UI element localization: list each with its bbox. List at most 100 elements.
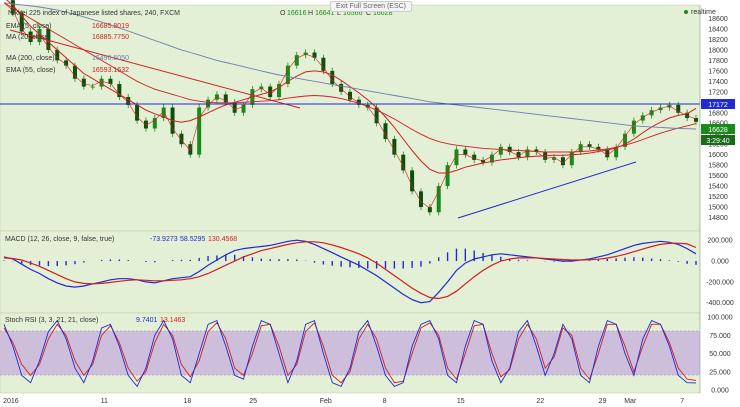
candle-body <box>241 104 246 113</box>
legend-2-name: MA (200, close) <box>6 55 55 62</box>
candle-body <box>179 133 184 145</box>
candle-body <box>348 91 352 100</box>
series-line-ma-200-close- <box>3 2 697 130</box>
price-axis-tick: 16400 <box>708 131 728 138</box>
candle-body <box>578 144 583 153</box>
macd-value-1: -73.9273 <box>150 236 178 243</box>
candle-body <box>640 115 645 121</box>
candle-body <box>64 60 69 66</box>
candle-body <box>46 28 51 50</box>
rsi-axis-tick: 100.000 <box>707 315 732 322</box>
candle-body <box>552 157 557 160</box>
x-axis-tick: 29 <box>599 398 607 405</box>
candle-body <box>401 154 406 171</box>
legend-2-value: 16490.6050 <box>92 55 129 62</box>
last-price-box <box>701 124 735 134</box>
x-axis-tick: 22 <box>536 398 544 405</box>
price-axis-tick: 18400 <box>708 26 728 33</box>
candle-body <box>605 149 610 158</box>
macd-axis-tick: -400.000 <box>706 300 734 307</box>
ohlc-c-label: C <box>366 10 371 17</box>
macd-signal-line <box>3 241 697 300</box>
candle-body <box>285 65 290 84</box>
candle-body <box>383 123 388 139</box>
ohlc-o-label: O <box>280 10 286 17</box>
candle-body <box>312 52 317 58</box>
price-series-group <box>3 0 698 216</box>
macd-series-group <box>3 239 697 304</box>
candle-body <box>143 120 148 129</box>
ohlc-l-value: 16566 <box>343 10 363 17</box>
candle-body <box>99 78 104 87</box>
candle-body <box>418 191 423 208</box>
candle-body <box>55 49 60 61</box>
price-axis-tick: 16200 <box>708 142 728 149</box>
candle-body <box>454 149 459 166</box>
rsi-series-group <box>3 319 697 388</box>
rsi-axis-tick: 0.000 <box>711 388 729 395</box>
realtime-dot-icon <box>684 10 688 14</box>
price-axis-tick: 14800 <box>708 215 728 222</box>
candle-body <box>685 112 690 118</box>
exit-fullscreen-button[interactable]: Exit Full Screen (ESC) <box>330 1 413 12</box>
x-axis-tick: 8 <box>383 398 387 405</box>
rsi-axis-tick: 25.000 <box>709 369 731 376</box>
legend-1-value: 16885.7750 <box>92 34 129 41</box>
candle-body <box>463 149 468 155</box>
candle-body <box>197 107 202 155</box>
candle-body <box>560 157 565 166</box>
price-axis-tick: 15000 <box>708 205 728 212</box>
candle-body <box>135 104 140 121</box>
candle-body <box>516 152 521 158</box>
candle-body <box>534 149 539 153</box>
candle-body <box>507 146 512 153</box>
candle-body <box>427 207 432 213</box>
macd-panel <box>0 230 701 314</box>
macd-title: MACD (12, 26, close, 9, false, true) <box>5 236 114 243</box>
candle-body <box>126 97 131 105</box>
countdown-label: 3:29:40 <box>706 138 729 145</box>
chart-title: Nikkei 225 index of Japanese listed shar… <box>8 10 180 17</box>
candle-body <box>649 110 654 116</box>
x-axis-tick: 25 <box>249 398 257 405</box>
candle-body <box>117 83 122 98</box>
price-axis-tick: 15400 <box>708 184 728 191</box>
series-line-ema-5-close- <box>3 2 697 209</box>
series-line-ema-55-close- <box>3 2 697 153</box>
legend-0-value: 16685.8019 <box>92 23 129 30</box>
candle-body <box>339 83 344 92</box>
candle-body <box>10 0 15 14</box>
candle-body <box>587 144 592 147</box>
candle-body <box>694 118 698 122</box>
legend-3-value: 16593.1632 <box>92 67 129 74</box>
candle-body <box>374 107 379 124</box>
candle-body <box>90 86 95 88</box>
price-axis-tick: 17400 <box>708 79 728 86</box>
rsi-title: Stoch RSI (3, 3, 21, 21, close) <box>5 317 98 324</box>
candle-body <box>472 154 477 160</box>
ohlc-c-value: 16628 <box>373 10 393 17</box>
stoch-k-line <box>3 319 697 388</box>
candle-body <box>676 104 681 113</box>
candle-body <box>445 165 450 187</box>
candle-body <box>330 70 335 84</box>
candle-body <box>596 146 601 150</box>
candle-body <box>321 57 326 71</box>
x-axis-tick: 18 <box>183 398 191 405</box>
price-axis-tick: 17200 <box>708 89 728 96</box>
legend-1-name: MA (20, close) <box>6 34 51 41</box>
candle-body <box>108 78 113 84</box>
candle-body <box>436 186 441 213</box>
price-axis-tick: 18200 <box>708 37 728 44</box>
price-axis-tick: 18000 <box>708 47 728 54</box>
hline-label: 17172 <box>708 102 728 109</box>
price-axis-tick: 15200 <box>708 194 728 201</box>
ohlc-h-value: 16641 <box>315 10 335 17</box>
macd-value-2: 58.5295 <box>180 236 205 243</box>
price-axis-tick: 18600 <box>708 16 728 23</box>
candle-body <box>277 83 282 98</box>
legend-3-name: EMA (55, close) <box>6 67 55 74</box>
candle-body <box>410 170 415 192</box>
